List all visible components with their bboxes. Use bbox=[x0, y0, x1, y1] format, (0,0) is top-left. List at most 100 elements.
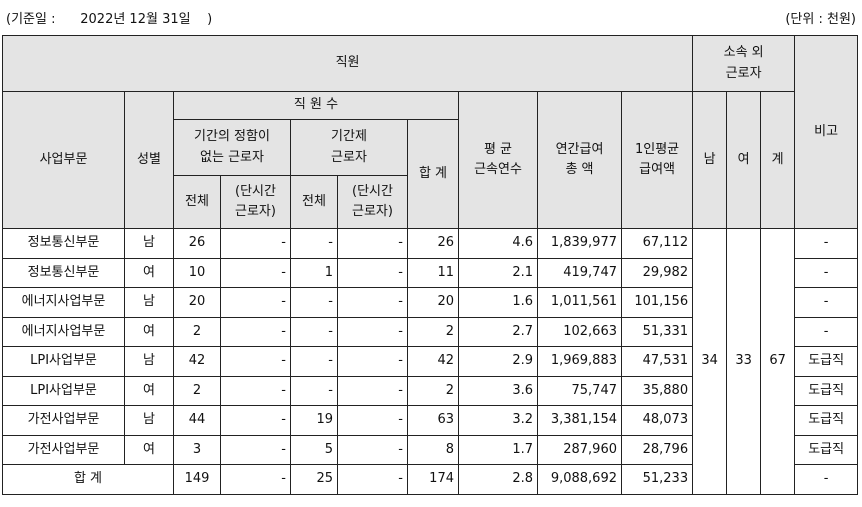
header-avg-tenure: 평 균 근속연수 bbox=[458, 91, 538, 229]
row-indefinite-part-time: - bbox=[220, 346, 291, 377]
row-indefinite-part-time: - bbox=[220, 287, 291, 318]
row-remark: - bbox=[794, 257, 859, 288]
row-remark: 도급직 bbox=[794, 405, 859, 436]
header-male: 남 bbox=[692, 91, 728, 229]
row-gender: 남 bbox=[124, 287, 174, 318]
row-division: 에너지사업부문 bbox=[2, 316, 125, 347]
row-indefinite-part-time: - bbox=[220, 228, 291, 259]
row-annual-pay: 3,381,154 bbox=[537, 405, 622, 436]
row-division: 에너지사업부문 bbox=[2, 287, 125, 318]
row-total: 8 bbox=[407, 434, 459, 465]
row-remark: 도급직 bbox=[794, 434, 859, 465]
totals-avg-tenure: 2.8 bbox=[458, 464, 538, 495]
row-indefinite-part-time: - bbox=[220, 375, 291, 406]
row-indefinite-all: 42 bbox=[173, 346, 221, 377]
row-indefinite-part-time: - bbox=[220, 405, 291, 436]
row-indefinite-all: 2 bbox=[173, 375, 221, 406]
row-gender: 여 bbox=[124, 375, 174, 406]
table-row: 가전사업부문 남 44 - 19 - 63 3.2 3,381,154 48,0… bbox=[2, 405, 859, 436]
totals-indefinite-all: 149 bbox=[173, 464, 221, 495]
row-remark: - bbox=[794, 228, 859, 259]
row-total: 42 bbox=[407, 346, 459, 377]
header-employee-count: 직 원 수 bbox=[173, 91, 459, 120]
totals-annual-pay: 9,088,692 bbox=[537, 464, 622, 495]
row-indefinite-part-time: - bbox=[220, 434, 291, 465]
header-indefinite-term: 기간의 정함이 없는 근로자 bbox=[173, 119, 291, 176]
row-per-capita-pay: 35,880 bbox=[620, 375, 694, 406]
header-per-capita-pay: 1인평균 급여액 bbox=[620, 91, 694, 229]
header-total: 합 계 bbox=[407, 119, 459, 229]
row-annual-pay: 419,747 bbox=[537, 257, 622, 288]
row-division: 가전사업부문 bbox=[2, 434, 125, 465]
header-affiliate-outside: 소속 외 근로자 bbox=[692, 35, 796, 92]
row-total: 2 bbox=[407, 316, 459, 347]
row-remark: 도급직 bbox=[794, 346, 859, 377]
affiliate-male: 34 bbox=[692, 228, 728, 495]
table-row: LPI사업부문 여 2 - - - 2 3.6 75,747 35,880 도급… bbox=[2, 375, 859, 406]
totals-remark: - bbox=[794, 464, 859, 495]
row-fixed-part-time: - bbox=[337, 434, 408, 465]
row-avg-tenure: 3.6 bbox=[458, 375, 538, 406]
row-fixed-part-time: - bbox=[337, 228, 408, 259]
row-avg-tenure: 2.9 bbox=[458, 346, 538, 377]
row-remark: - bbox=[794, 287, 859, 318]
row-total: 63 bbox=[407, 405, 459, 436]
row-total: 20 bbox=[407, 287, 459, 318]
row-remark: 도급직 bbox=[794, 375, 859, 406]
table-row: 정보통신부문 남 26 - - - 26 4.6 1,839,977 67,11… bbox=[2, 228, 859, 495]
row-annual-pay: 287,960 bbox=[537, 434, 622, 465]
row-indefinite-all: 10 bbox=[173, 257, 221, 288]
unit-label: (단위 : 천원) bbox=[785, 12, 856, 27]
totals-indefinite-part-time: - bbox=[220, 464, 291, 495]
row-division: 가전사업부문 bbox=[2, 405, 125, 436]
header-fixed-term: 기간제 근로자 bbox=[290, 119, 408, 176]
row-indefinite-all: 26 bbox=[173, 228, 221, 259]
header-gender: 성별 bbox=[124, 91, 174, 229]
row-per-capita-pay: 101,156 bbox=[620, 287, 694, 318]
row-fixed-all: - bbox=[290, 375, 338, 406]
row-indefinite-all: 2 bbox=[173, 316, 221, 347]
row-total: 26 bbox=[407, 228, 459, 259]
row-gender: 여 bbox=[124, 257, 174, 288]
row-gender: 남 bbox=[124, 346, 174, 377]
header-fixed-part-time: (단시간 근로자) bbox=[337, 175, 408, 229]
row-gender: 남 bbox=[124, 228, 174, 259]
row-fixed-all: 5 bbox=[290, 434, 338, 465]
row-indefinite-part-time: - bbox=[220, 316, 291, 347]
affiliate-total: 67 bbox=[760, 228, 796, 495]
header-employees: 직원 bbox=[1, 35, 694, 92]
row-avg-tenure: 1.7 bbox=[458, 434, 538, 465]
row-division: LPI사업부문 bbox=[2, 375, 125, 406]
row-per-capita-pay: 51,331 bbox=[620, 316, 694, 347]
row-division: 정보통신부문 bbox=[2, 228, 125, 259]
row-fixed-part-time: - bbox=[337, 287, 408, 318]
row-gender: 여 bbox=[124, 434, 174, 465]
row-avg-tenure: 2.7 bbox=[458, 316, 538, 347]
row-annual-pay: 75,747 bbox=[537, 375, 622, 406]
totals-fixed-all: 25 bbox=[290, 464, 338, 495]
row-gender: 남 bbox=[124, 405, 174, 436]
row-fixed-part-time: - bbox=[337, 405, 408, 436]
row-total: 2 bbox=[407, 375, 459, 406]
row-fixed-all: - bbox=[290, 287, 338, 318]
affiliate-female: 33 bbox=[726, 228, 762, 495]
header-annual-pay: 연간급여 총 액 bbox=[537, 91, 622, 229]
row-per-capita-pay: 47,531 bbox=[620, 346, 694, 377]
row-fixed-part-time: - bbox=[337, 346, 408, 377]
header-indefinite-all: 전체 bbox=[173, 175, 221, 229]
totals-total: 174 bbox=[407, 464, 459, 495]
row-fixed-all: - bbox=[290, 316, 338, 347]
row-fixed-all: 1 bbox=[290, 257, 338, 288]
totals-fixed-part-time: - bbox=[337, 464, 408, 495]
row-avg-tenure: 2.1 bbox=[458, 257, 538, 288]
row-indefinite-all: 44 bbox=[173, 405, 221, 436]
row-remark: - bbox=[794, 316, 859, 347]
row-fixed-all: 19 bbox=[290, 405, 338, 436]
totals-per-capita-pay: 51,233 bbox=[620, 464, 694, 495]
row-annual-pay: 1,011,561 bbox=[537, 287, 622, 318]
row-fixed-part-time: - bbox=[337, 257, 408, 288]
totals-label: 합 계 bbox=[2, 464, 174, 495]
row-avg-tenure: 1.6 bbox=[458, 287, 538, 318]
header-sum: 계 bbox=[760, 91, 796, 229]
employee-status-table: 직원 소속 외 근로자 비고 사업부문 성별 직 원 수 평 균 근속연수 연간… bbox=[1, 35, 859, 495]
